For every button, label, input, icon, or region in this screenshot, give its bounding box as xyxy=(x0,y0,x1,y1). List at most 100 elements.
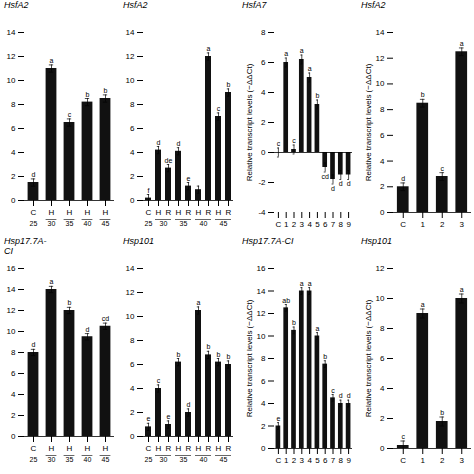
svg-text:0: 0 xyxy=(380,444,385,453)
svg-text:10: 10 xyxy=(376,294,385,303)
svg-text:8: 8 xyxy=(130,100,135,109)
svg-text:a: a xyxy=(284,50,288,57)
svg-text:8: 8 xyxy=(339,220,344,229)
svg-text:d: d xyxy=(347,180,351,187)
svg-text:6: 6 xyxy=(130,124,135,133)
svg-text:H: H xyxy=(67,208,73,217)
svg-text:H: H xyxy=(176,444,182,453)
svg-text:12: 12 xyxy=(376,54,385,63)
svg-text:8: 8 xyxy=(11,100,16,109)
svg-text:45: 45 xyxy=(220,220,228,227)
svg-text:2: 2 xyxy=(261,118,266,127)
svg-text:a: a xyxy=(207,45,211,52)
svg-text:a: a xyxy=(460,286,464,293)
svg-text:2: 2 xyxy=(292,220,297,229)
svg-text:35: 35 xyxy=(66,220,74,227)
svg-text:d: d xyxy=(32,171,36,178)
svg-text:H: H xyxy=(216,444,222,453)
svg-text:4: 4 xyxy=(130,384,135,393)
svg-text:12: 12 xyxy=(7,52,16,61)
svg-text:R: R xyxy=(166,444,172,453)
svg-text:5: 5 xyxy=(315,456,320,465)
svg-text:2: 2 xyxy=(292,456,297,465)
svg-text:d: d xyxy=(177,140,181,147)
svg-text:b: b xyxy=(440,409,444,416)
svg-text:2: 2 xyxy=(130,408,135,417)
svg-text:C: C xyxy=(31,208,37,217)
svg-text:0: 0 xyxy=(11,432,16,441)
svg-text:4: 4 xyxy=(380,157,385,166)
svg-text:6: 6 xyxy=(323,456,328,465)
svg-text:0: 0 xyxy=(130,432,135,441)
svg-text:12: 12 xyxy=(376,264,385,273)
svg-text:4: 4 xyxy=(380,384,385,393)
svg-text:H: H xyxy=(216,208,222,217)
svg-text:Relative transcript levels (−Δ: Relative transcript levels (−ΔΔCt) xyxy=(245,63,254,181)
svg-text:H: H xyxy=(49,208,55,217)
svg-text:1: 1 xyxy=(284,220,289,229)
svg-text:10: 10 xyxy=(257,332,266,341)
svg-text:2: 2 xyxy=(11,172,16,181)
svg-text:b: b xyxy=(292,319,296,326)
svg-text:H: H xyxy=(67,444,73,453)
svg-text:R: R xyxy=(226,444,232,453)
svg-text:10: 10 xyxy=(7,76,16,85)
svg-text:3: 3 xyxy=(300,220,305,229)
svg-text:a: a xyxy=(308,65,312,72)
svg-text:30: 30 xyxy=(160,456,168,463)
svg-text:a: a xyxy=(315,325,319,332)
svg-text:4: 4 xyxy=(130,148,135,157)
svg-text:2: 2 xyxy=(380,182,385,191)
svg-text:a: a xyxy=(308,280,312,287)
svg-text:1: 1 xyxy=(421,456,426,465)
svg-text:7: 7 xyxy=(331,220,336,229)
svg-text:14: 14 xyxy=(7,28,16,37)
svg-text:0: 0 xyxy=(380,208,385,217)
svg-text:5: 5 xyxy=(315,220,320,229)
svg-text:8: 8 xyxy=(261,354,266,363)
svg-text:Relative transcript levels (−Δ: Relative transcript levels (−ΔΔCt) xyxy=(245,299,254,417)
svg-text:H: H xyxy=(103,208,109,217)
svg-text:30: 30 xyxy=(160,220,168,227)
svg-text:6: 6 xyxy=(11,124,16,133)
svg-text:10: 10 xyxy=(7,327,16,336)
svg-text:16: 16 xyxy=(257,264,266,273)
svg-text:7: 7 xyxy=(331,456,336,465)
svg-text:b: b xyxy=(207,343,211,350)
svg-text:H: H xyxy=(176,208,182,217)
svg-text:b: b xyxy=(227,353,231,360)
svg-text:H: H xyxy=(49,444,55,453)
svg-text:6: 6 xyxy=(130,360,135,369)
svg-text:25: 25 xyxy=(145,456,153,463)
svg-text:4: 4 xyxy=(261,399,266,408)
svg-text:d: d xyxy=(187,401,191,408)
svg-text:C: C xyxy=(400,456,406,465)
svg-text:b: b xyxy=(421,91,425,98)
svg-text:35: 35 xyxy=(180,456,188,463)
svg-text:1: 1 xyxy=(284,456,289,465)
svg-text:H: H xyxy=(103,444,109,453)
svg-text:3: 3 xyxy=(460,220,465,229)
svg-text:C: C xyxy=(276,220,282,229)
svg-text:e: e xyxy=(167,413,171,420)
svg-text:Relative transcript levels (−Δ: Relative transcript levels (−ΔΔCt) xyxy=(364,63,373,181)
svg-text:9: 9 xyxy=(346,456,351,465)
svg-text:c: c xyxy=(68,111,72,118)
svg-text:C: C xyxy=(31,444,37,453)
svg-text:10: 10 xyxy=(376,79,385,88)
svg-text:2: 2 xyxy=(11,411,16,420)
svg-text:b: b xyxy=(315,92,319,99)
svg-text:14: 14 xyxy=(7,285,16,294)
svg-text:8: 8 xyxy=(380,324,385,333)
svg-text:c: c xyxy=(292,137,296,144)
svg-text:f: f xyxy=(148,187,150,194)
svg-text:e: e xyxy=(276,415,280,422)
svg-text:4: 4 xyxy=(307,456,312,465)
svg-text:d: d xyxy=(331,185,335,192)
svg-text:8: 8 xyxy=(380,105,385,114)
svg-text:a: a xyxy=(460,40,464,47)
svg-text:25: 25 xyxy=(30,456,38,463)
svg-text:8: 8 xyxy=(339,456,344,465)
svg-text:a: a xyxy=(197,299,201,306)
svg-text:c: c xyxy=(441,165,445,172)
